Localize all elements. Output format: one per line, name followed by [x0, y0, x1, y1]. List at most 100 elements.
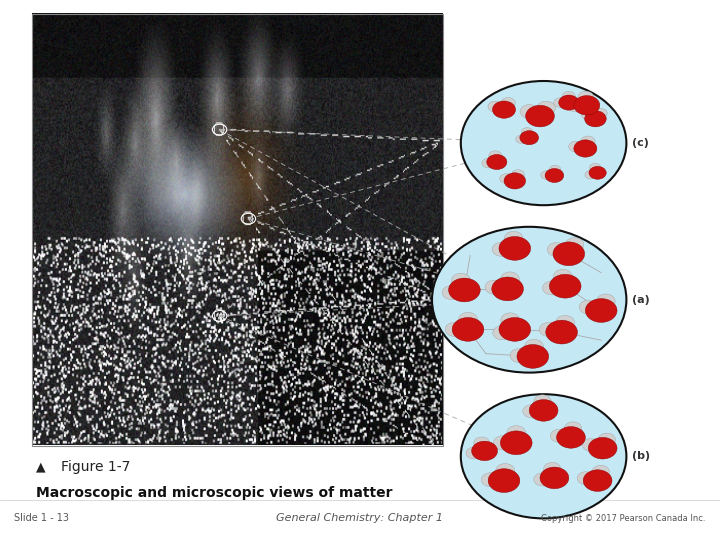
Circle shape	[549, 274, 581, 298]
Circle shape	[492, 101, 516, 118]
Circle shape	[546, 320, 577, 344]
Circle shape	[489, 151, 502, 160]
Circle shape	[501, 98, 516, 109]
Circle shape	[523, 404, 540, 417]
Circle shape	[562, 91, 575, 101]
Circle shape	[432, 227, 626, 373]
Circle shape	[481, 472, 500, 487]
Circle shape	[588, 437, 617, 459]
Circle shape	[461, 81, 626, 205]
Circle shape	[596, 294, 615, 308]
Circle shape	[517, 345, 549, 368]
Circle shape	[492, 242, 510, 256]
Circle shape	[585, 111, 606, 127]
Circle shape	[541, 171, 552, 179]
Text: General Chemistry: Chapter 1: General Chemistry: Chapter 1	[276, 514, 444, 523]
Text: (c): (c)	[632, 138, 649, 148]
Circle shape	[452, 318, 484, 341]
Circle shape	[474, 437, 490, 449]
Circle shape	[540, 467, 569, 489]
Circle shape	[466, 447, 482, 459]
Circle shape	[496, 463, 515, 477]
Circle shape	[445, 322, 464, 336]
Circle shape	[499, 237, 531, 260]
Circle shape	[534, 473, 551, 486]
Circle shape	[451, 273, 470, 287]
Circle shape	[574, 96, 600, 115]
Circle shape	[582, 438, 600, 451]
Circle shape	[472, 441, 498, 461]
Circle shape	[526, 105, 554, 127]
Circle shape	[500, 174, 513, 184]
Text: ▲: ▲	[36, 461, 45, 474]
Circle shape	[500, 272, 519, 286]
Circle shape	[499, 318, 531, 341]
Circle shape	[559, 95, 579, 110]
Circle shape	[504, 231, 523, 245]
Circle shape	[556, 315, 575, 329]
Circle shape	[581, 136, 595, 147]
Circle shape	[564, 422, 582, 435]
Circle shape	[554, 269, 572, 284]
Circle shape	[549, 165, 561, 174]
Circle shape	[554, 98, 567, 107]
Text: (a): (a)	[632, 295, 650, 305]
Circle shape	[589, 166, 606, 179]
Circle shape	[590, 163, 601, 172]
Circle shape	[520, 131, 539, 145]
Circle shape	[592, 465, 609, 478]
Circle shape	[525, 339, 544, 353]
Circle shape	[539, 322, 558, 336]
Circle shape	[582, 110, 595, 120]
Bar	[32, 14, 443, 445]
Circle shape	[493, 436, 512, 450]
Circle shape	[511, 170, 524, 179]
Circle shape	[442, 286, 461, 300]
Circle shape	[500, 431, 532, 455]
Text: Macroscopic and microscopic views of matter: Macroscopic and microscopic views of mat…	[36, 486, 392, 500]
Circle shape	[569, 141, 583, 152]
Circle shape	[449, 278, 480, 302]
Circle shape	[516, 135, 527, 144]
Circle shape	[501, 313, 520, 327]
Circle shape	[583, 470, 612, 491]
Circle shape	[487, 154, 507, 170]
Circle shape	[534, 395, 552, 408]
Circle shape	[504, 173, 526, 189]
Circle shape	[543, 281, 562, 295]
Circle shape	[492, 326, 511, 340]
Circle shape	[492, 277, 523, 301]
Circle shape	[565, 238, 584, 252]
Circle shape	[485, 280, 504, 294]
Text: (b): (b)	[632, 451, 650, 461]
Circle shape	[598, 433, 616, 446]
Circle shape	[578, 91, 594, 103]
Circle shape	[568, 100, 584, 112]
Text: Copyright © 2017 Pearson Canada Inc.: Copyright © 2017 Pearson Canada Inc.	[541, 514, 706, 523]
Text: Figure 1-7: Figure 1-7	[61, 460, 130, 474]
Circle shape	[459, 312, 477, 326]
Circle shape	[577, 472, 595, 485]
Circle shape	[507, 426, 526, 440]
Circle shape	[547, 242, 566, 256]
Circle shape	[510, 348, 528, 362]
Circle shape	[461, 394, 626, 518]
Circle shape	[521, 127, 533, 136]
Circle shape	[482, 158, 495, 168]
Circle shape	[488, 101, 503, 112]
Circle shape	[537, 101, 556, 115]
Circle shape	[594, 109, 607, 118]
Circle shape	[585, 299, 617, 322]
Circle shape	[544, 462, 561, 475]
Circle shape	[553, 242, 585, 266]
Circle shape	[550, 429, 567, 442]
Circle shape	[557, 427, 585, 448]
Circle shape	[529, 400, 558, 421]
Circle shape	[545, 168, 564, 183]
Circle shape	[488, 469, 520, 492]
Circle shape	[579, 300, 598, 314]
Circle shape	[520, 105, 539, 118]
Circle shape	[574, 140, 597, 157]
Circle shape	[585, 170, 596, 179]
Text: Slide 1 - 13: Slide 1 - 13	[14, 514, 69, 523]
